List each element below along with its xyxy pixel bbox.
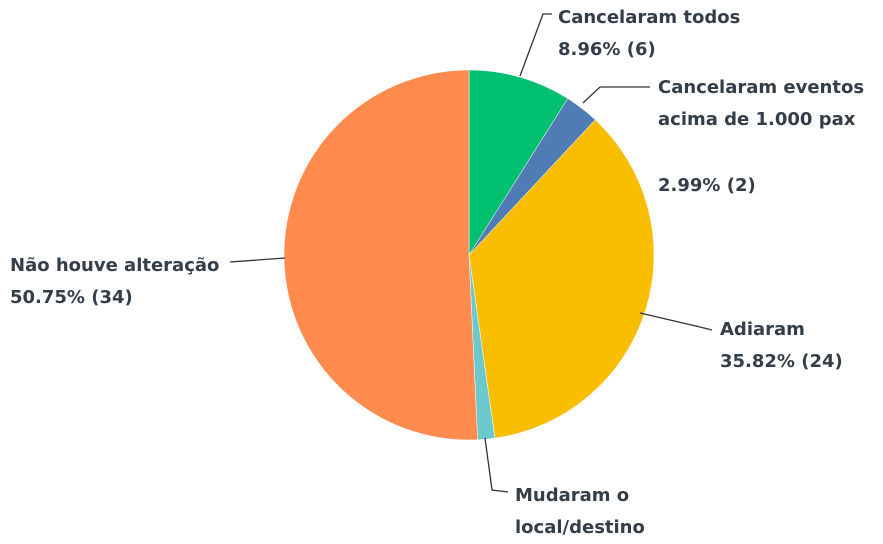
leader-line — [639, 312, 713, 331]
pie-slice — [468, 119, 655, 439]
slice-label: Não houve alteração — [10, 255, 220, 276]
slice-label: Cancelaram todos — [558, 7, 741, 28]
value-label: 50.75% (34) — [10, 287, 133, 308]
value-label: 2.99% (2) — [658, 175, 756, 196]
slice-label: Cancelaram eventos acima de 1.000 pax — [658, 77, 865, 130]
value-label: 35.82% (24) — [720, 351, 843, 372]
pie-slice — [283, 69, 478, 441]
leader-line — [519, 13, 552, 77]
value-label: 8.96% (6) — [558, 39, 656, 60]
slice-label: Mudaram o local/destino — [515, 485, 645, 538]
leader-line — [484, 437, 509, 493]
pie-slice — [468, 69, 569, 256]
leader-line — [582, 86, 650, 104]
leader-line — [229, 257, 286, 263]
slice-label: Adiaram — [720, 319, 805, 340]
